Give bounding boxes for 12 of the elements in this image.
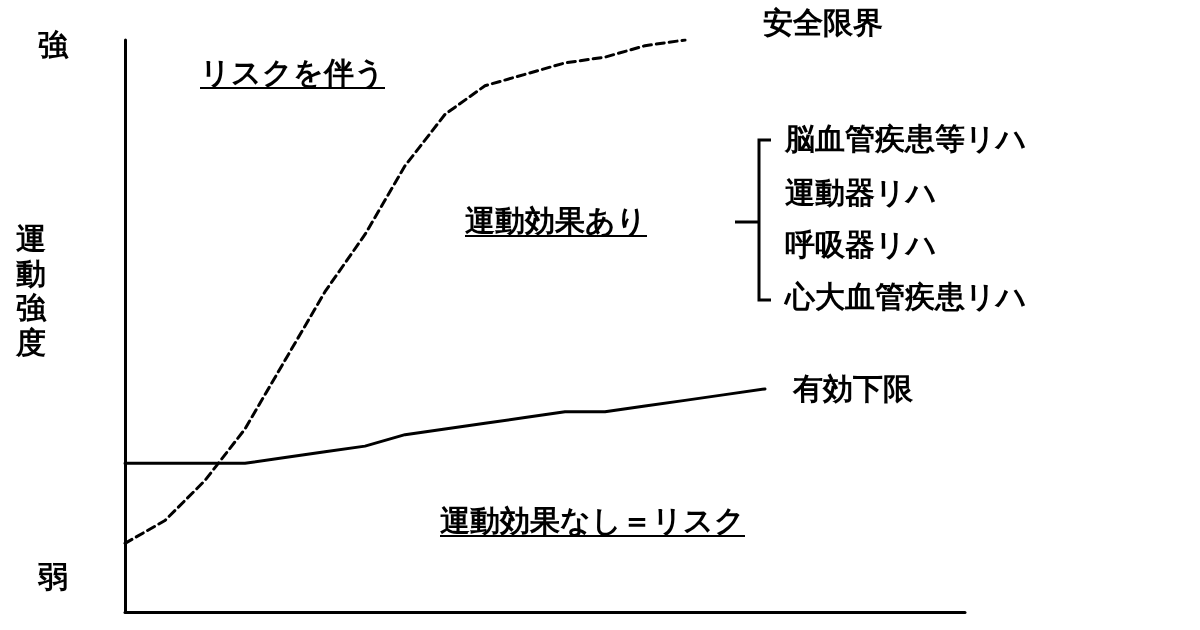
annotation: リスクを伴う: [200, 55, 385, 90]
annotation: 運動効果なし＝リスク: [440, 503, 745, 538]
annotation: 心大血管疾患リハ: [785, 279, 1027, 314]
series-label: 有効下限: [792, 371, 914, 407]
annotation: 運動効果あり: [465, 203, 647, 238]
text: 安全限界: [763, 4, 883, 40]
annotation: 呼吸器リハ: [785, 227, 937, 262]
annotation: 運動器リハ: [785, 175, 937, 210]
annotation: 脳血管疾患等リハ: [785, 121, 1027, 156]
text: 弱: [38, 559, 68, 594]
y-axis-title: 運動強度: [15, 221, 48, 360]
text: 強: [38, 27, 68, 62]
